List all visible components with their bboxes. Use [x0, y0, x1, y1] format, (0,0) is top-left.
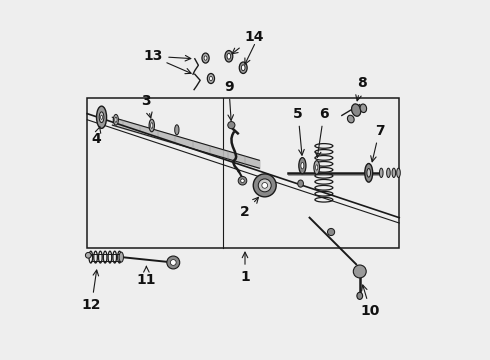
Text: 8: 8 — [356, 76, 367, 101]
Circle shape — [253, 174, 276, 197]
Circle shape — [327, 228, 335, 235]
Ellipse shape — [365, 163, 373, 182]
Ellipse shape — [360, 104, 367, 113]
Text: 10: 10 — [361, 285, 380, 318]
Text: 9: 9 — [224, 80, 234, 120]
Ellipse shape — [202, 53, 209, 63]
Circle shape — [85, 252, 91, 258]
Ellipse shape — [392, 168, 395, 177]
Text: 5: 5 — [293, 107, 304, 155]
Ellipse shape — [397, 168, 400, 177]
Ellipse shape — [210, 76, 212, 81]
Ellipse shape — [367, 168, 370, 177]
Ellipse shape — [175, 125, 179, 135]
Ellipse shape — [314, 161, 319, 174]
Circle shape — [262, 183, 268, 188]
Ellipse shape — [357, 292, 363, 300]
Circle shape — [238, 176, 247, 185]
Bar — [87, 98, 399, 248]
Ellipse shape — [225, 50, 233, 62]
Circle shape — [167, 256, 180, 269]
Text: 11: 11 — [137, 266, 156, 287]
Ellipse shape — [207, 73, 215, 84]
Circle shape — [241, 179, 245, 183]
Ellipse shape — [151, 123, 153, 129]
Text: 1: 1 — [240, 252, 250, 284]
Ellipse shape — [299, 158, 306, 174]
Text: 7: 7 — [371, 123, 384, 162]
Text: 14: 14 — [232, 30, 264, 54]
Ellipse shape — [242, 65, 245, 71]
Circle shape — [353, 265, 366, 278]
Text: 12: 12 — [82, 270, 101, 312]
Text: 4: 4 — [91, 126, 101, 146]
Ellipse shape — [227, 53, 231, 59]
Circle shape — [171, 260, 176, 265]
Ellipse shape — [113, 114, 119, 125]
Text: 13: 13 — [144, 49, 191, 63]
Ellipse shape — [351, 104, 361, 116]
Ellipse shape — [99, 112, 104, 123]
Ellipse shape — [204, 56, 207, 60]
Ellipse shape — [100, 115, 102, 120]
Ellipse shape — [316, 165, 318, 170]
Text: 3: 3 — [142, 94, 152, 118]
Ellipse shape — [115, 117, 117, 122]
Ellipse shape — [298, 180, 303, 187]
Ellipse shape — [119, 252, 123, 262]
Ellipse shape — [149, 119, 154, 132]
Circle shape — [258, 179, 271, 192]
Ellipse shape — [97, 106, 107, 129]
Ellipse shape — [347, 115, 354, 123]
Ellipse shape — [301, 162, 304, 169]
Ellipse shape — [239, 62, 247, 73]
Text: 6: 6 — [316, 107, 329, 157]
Ellipse shape — [387, 168, 390, 177]
Circle shape — [228, 122, 235, 129]
Ellipse shape — [379, 168, 383, 177]
Text: 2: 2 — [240, 197, 258, 219]
